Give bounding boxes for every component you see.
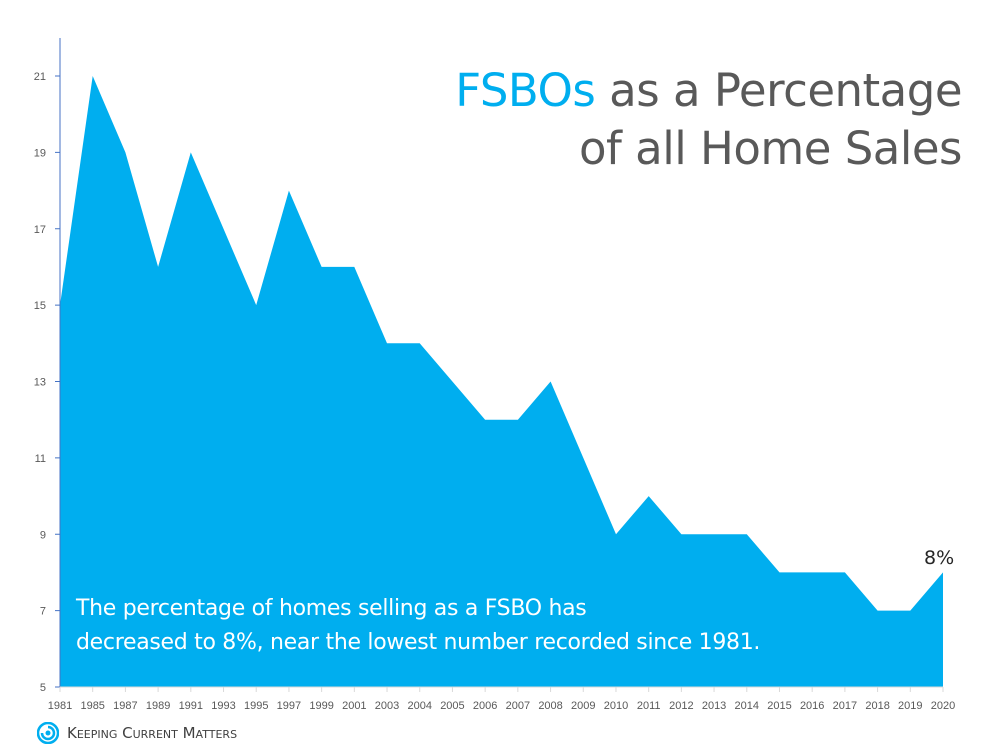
x-tick-label: 2004 xyxy=(407,700,431,712)
x-tick-label: 2016 xyxy=(800,700,824,712)
x-tick-label: 2007 xyxy=(506,700,530,712)
swirl-logo-icon xyxy=(37,722,59,744)
y-tick-label: 9 xyxy=(40,529,46,541)
end-value-label: 8% xyxy=(924,547,955,569)
caption-line2: decreased to 8%, near the lowest number … xyxy=(76,630,761,655)
title-line2: of all Home Sales xyxy=(578,122,963,175)
y-tick-label: 19 xyxy=(34,147,46,159)
x-axis-ticks: 1981 1985 1987 1989 1991 1993 1995 1997 1999 2001… xyxy=(48,687,955,712)
brand-name: Keeping Current Matters xyxy=(67,724,238,742)
x-tick-label: 1997 xyxy=(277,700,301,712)
chart-title: FSBOs as a Percentage of all Home Sales xyxy=(455,62,962,178)
y-tick-label: 17 xyxy=(34,224,46,236)
x-tick-label: 2014 xyxy=(735,700,759,712)
x-tick-label: 1985 xyxy=(80,700,104,712)
x-tick-label: 2013 xyxy=(702,700,726,712)
brand-logo: Keeping Current Matters xyxy=(37,722,237,744)
x-tick-label: 2011 xyxy=(637,700,661,712)
caption-line1: The percentage of homes selling as a FSB… xyxy=(76,596,587,621)
x-tick-label: 1989 xyxy=(146,700,170,712)
y-tick-label: 7 xyxy=(40,606,46,618)
title-accent: FSBOs xyxy=(455,64,596,117)
x-tick-label: 1991 xyxy=(179,700,203,712)
x-tick-label: 2003 xyxy=(375,700,399,712)
x-tick-label: 1993 xyxy=(211,700,235,712)
y-tick-label: 15 xyxy=(34,300,46,312)
x-tick-label: 2019 xyxy=(898,700,922,712)
x-tick-label: 2017 xyxy=(833,700,857,712)
y-tick-label: 21 xyxy=(34,71,46,83)
x-tick-label: 2015 xyxy=(767,700,791,712)
title-line1: as a Percentage xyxy=(595,64,962,117)
chart-caption: The percentage of homes selling as a FSB… xyxy=(76,592,760,660)
x-tick-label: 2010 xyxy=(604,700,628,712)
x-tick-label: 1987 xyxy=(113,700,137,712)
x-tick-label: 2009 xyxy=(571,700,595,712)
x-tick-label: 2018 xyxy=(865,700,889,712)
x-tick-label: 1999 xyxy=(309,700,333,712)
x-tick-label: 2008 xyxy=(538,700,562,712)
x-tick-label: 1995 xyxy=(244,700,268,712)
x-tick-label: 2012 xyxy=(669,700,693,712)
y-tick-label: 5 xyxy=(40,682,46,694)
x-tick-label: 2020 xyxy=(931,700,955,712)
x-tick-label: 2006 xyxy=(473,700,497,712)
x-tick-label: 2001 xyxy=(342,700,366,712)
area-fill xyxy=(60,76,943,687)
y-axis-ticks: 5 7 9 11 13 15 17 19 21 xyxy=(34,71,60,694)
y-tick-label: 13 xyxy=(34,377,46,389)
x-tick-label: 1981 xyxy=(48,700,72,712)
x-tick-label: 2005 xyxy=(440,700,464,712)
area-series xyxy=(60,76,943,687)
y-tick-label: 11 xyxy=(35,453,46,465)
